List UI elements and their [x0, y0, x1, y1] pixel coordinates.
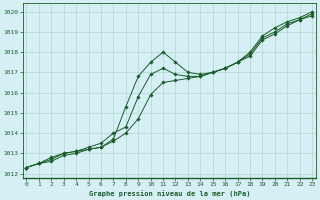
X-axis label: Graphe pression niveau de la mer (hPa): Graphe pression niveau de la mer (hPa) [89, 190, 250, 197]
